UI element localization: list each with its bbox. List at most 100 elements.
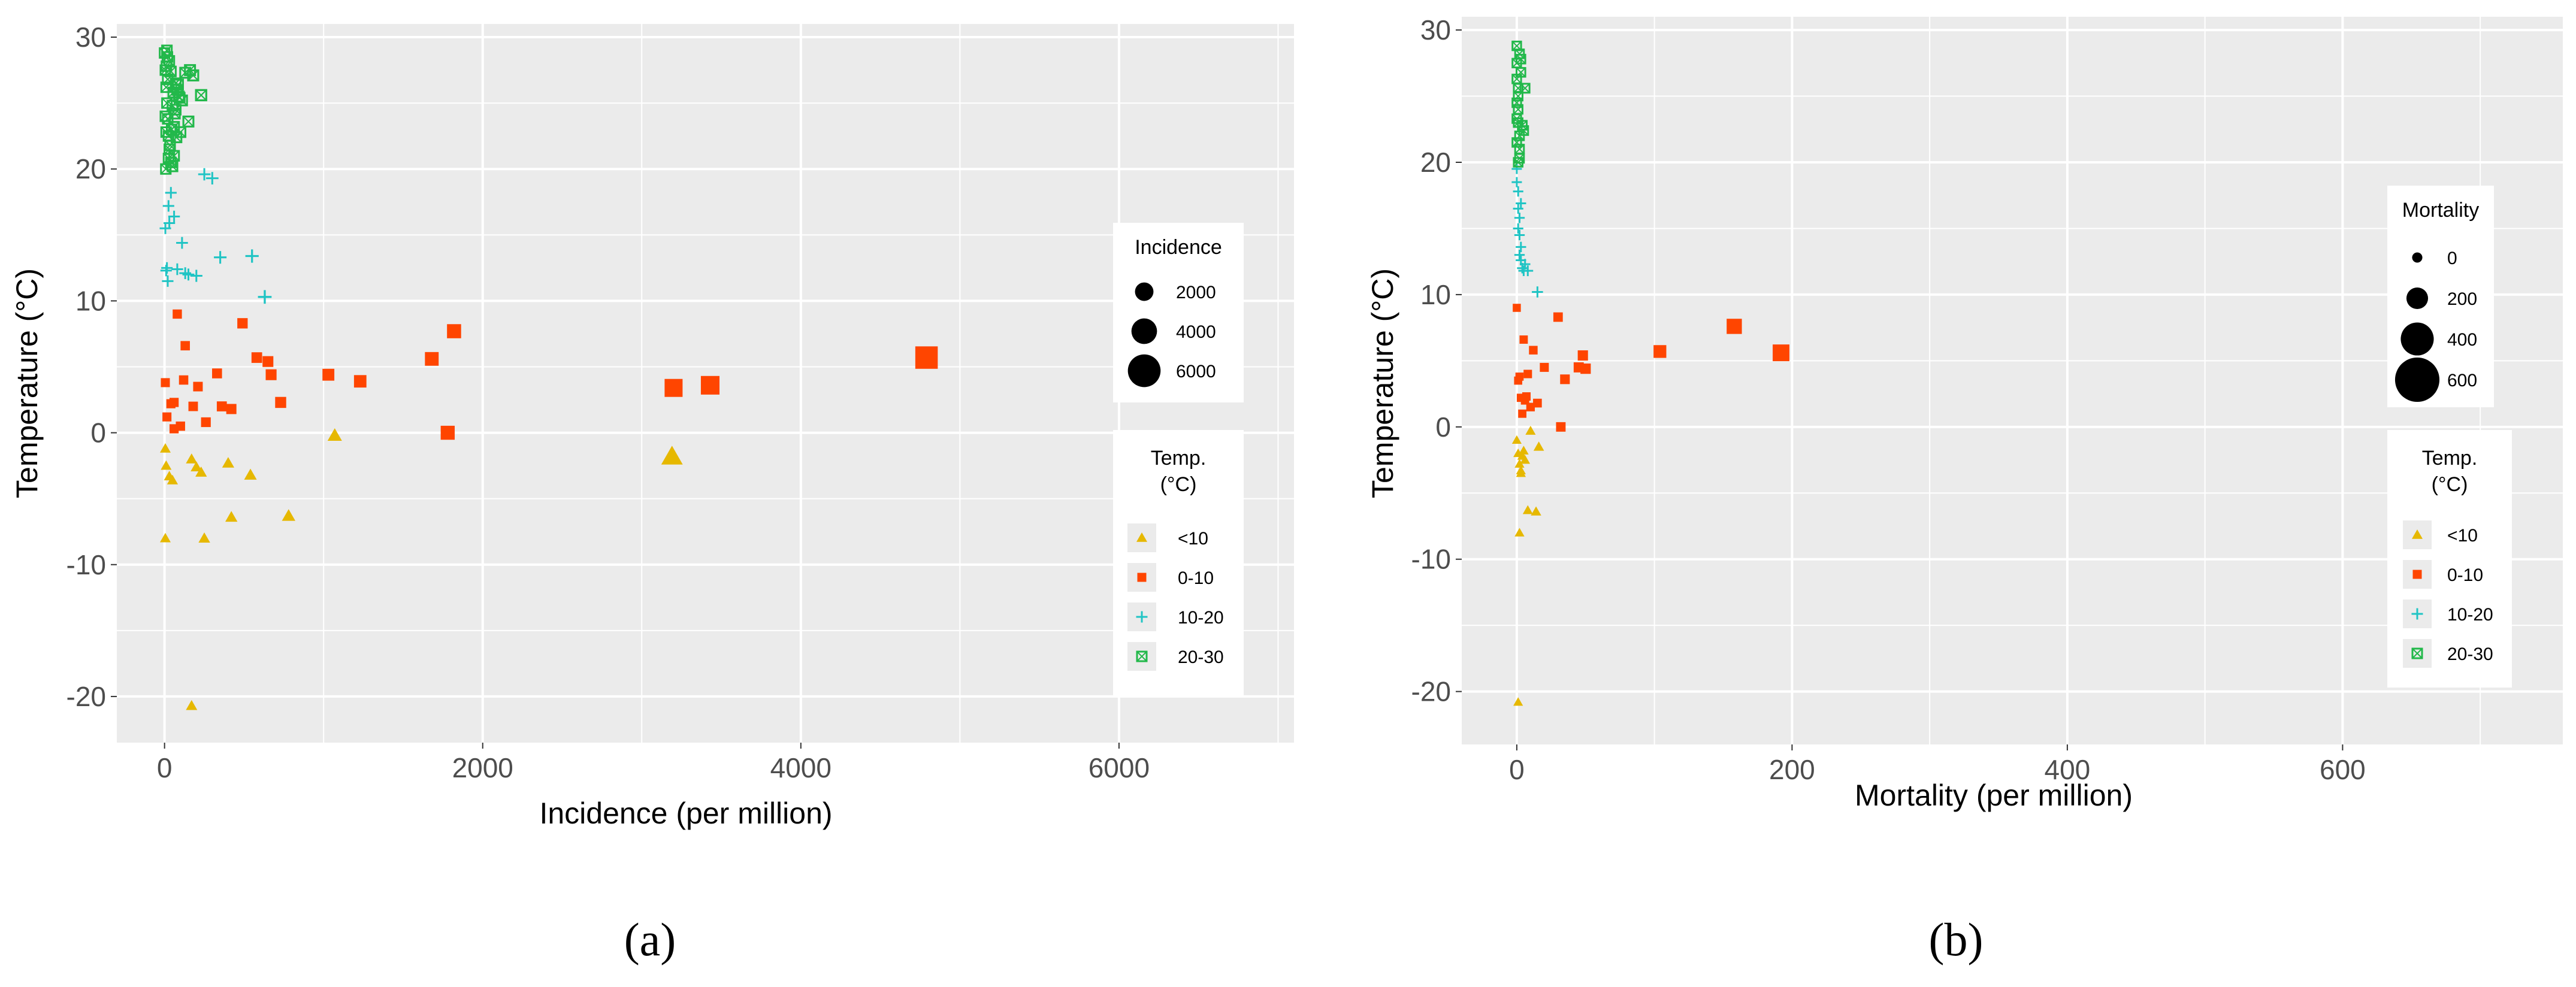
data-point xyxy=(172,78,184,91)
data-point xyxy=(216,401,227,411)
size-legend-dot xyxy=(2400,322,2434,356)
data-point xyxy=(180,341,190,351)
data-point xyxy=(169,398,179,407)
data-point xyxy=(1513,157,1523,168)
color-legend-key xyxy=(2411,608,2423,620)
data-point xyxy=(160,163,172,175)
data-point xyxy=(162,275,174,287)
data-point xyxy=(162,153,174,165)
panel-b-plot-area xyxy=(1462,17,2563,744)
data-point xyxy=(1518,409,1526,418)
data-point xyxy=(1511,137,1522,148)
color-legend-label: 10-20 xyxy=(1178,608,1224,628)
data-point xyxy=(182,268,195,281)
color-legend-subtitle: (°C) xyxy=(1160,473,1197,496)
data-point xyxy=(1514,249,1525,261)
panel-b-data-points xyxy=(1511,40,1789,706)
data-point xyxy=(1519,259,1531,270)
data-point xyxy=(159,443,171,453)
size-legend-dot xyxy=(1135,282,1154,301)
data-point xyxy=(161,262,173,274)
data-point xyxy=(1516,198,1526,209)
size-legend-dot xyxy=(1127,354,1161,387)
size-legend-label: 0 xyxy=(2447,249,2457,268)
color-legend-label: 20-30 xyxy=(2447,644,2493,664)
panel-a-data-points xyxy=(159,44,938,710)
data-point xyxy=(275,396,286,408)
data-point xyxy=(1727,319,1742,334)
color-legend-label: 10-20 xyxy=(2447,605,2493,625)
color-legend-label: 0-10 xyxy=(2447,565,2483,585)
x-tick-label: 4000 xyxy=(770,752,832,783)
data-point xyxy=(244,468,257,480)
data-point xyxy=(1518,125,1529,136)
data-point xyxy=(1556,422,1566,432)
y-tick-label: 10 xyxy=(1420,279,1451,310)
data-point xyxy=(169,108,181,120)
panel-b-size-legend: Mortality 0 200 400 600 xyxy=(2387,186,2494,407)
data-point xyxy=(214,251,227,264)
data-point xyxy=(1511,164,1522,174)
data-point xyxy=(198,532,210,543)
data-point xyxy=(165,187,177,199)
data-point xyxy=(1540,362,1549,372)
data-point xyxy=(201,417,211,428)
data-point xyxy=(1514,229,1525,241)
color-legend-key xyxy=(1136,611,1148,623)
data-point xyxy=(1773,344,1789,362)
data-point xyxy=(193,382,203,392)
size-legend-label: 600 xyxy=(2447,371,2477,390)
data-point xyxy=(700,376,720,395)
data-point xyxy=(425,352,439,366)
panel-a-tick-labels: -20 -10 0 10 20 30 0 2000 4000 6000 xyxy=(66,22,1150,783)
y-tick-label: 30 xyxy=(1420,14,1451,46)
data-point xyxy=(1653,345,1667,358)
data-point xyxy=(176,421,185,431)
data-point xyxy=(1516,241,1526,253)
size-legend-label: 200 xyxy=(2447,289,2477,309)
data-point xyxy=(168,210,180,223)
data-point xyxy=(226,404,237,414)
panel-a-color-legend: Temp. (°C) <10 0-10 10-20 20-30 xyxy=(1113,430,1244,696)
x-tick-label: 0 xyxy=(157,752,173,783)
y-tick-label: -10 xyxy=(1411,544,1451,575)
size-legend-label: 400 xyxy=(2447,330,2477,350)
color-legend-title: Temp. xyxy=(2422,447,2478,470)
data-point xyxy=(179,375,189,385)
data-point xyxy=(186,700,198,710)
data-point xyxy=(1526,402,1535,411)
x-tick-label: 2000 xyxy=(452,752,513,783)
data-point xyxy=(1533,398,1542,408)
panel-b-color-legend: Temp. (°C) <10 0-10 10-20 20-30 xyxy=(2387,430,2512,688)
panel-a-y-axis-title: Temperature (°C) xyxy=(10,268,44,498)
data-point xyxy=(915,346,938,369)
data-point xyxy=(1516,468,1526,477)
size-legend-dot xyxy=(2394,357,2440,402)
x-tick-label: 400 xyxy=(2045,754,2091,785)
x-tick-label: 0 xyxy=(1509,754,1525,785)
data-point xyxy=(245,249,259,263)
data-point xyxy=(661,446,683,465)
data-point xyxy=(1514,213,1525,223)
data-point xyxy=(159,532,171,543)
y-tick-label: 30 xyxy=(75,22,106,53)
data-point xyxy=(1525,425,1536,435)
color-legend-key xyxy=(1136,650,1148,662)
data-point xyxy=(173,309,182,319)
data-point xyxy=(1553,312,1563,322)
data-point xyxy=(190,270,202,282)
color-legend-key xyxy=(1137,573,1147,582)
data-point xyxy=(1513,186,1523,197)
data-point xyxy=(322,368,335,381)
data-point xyxy=(1531,506,1541,516)
panel-b-label: (b) xyxy=(1929,913,1984,965)
data-point xyxy=(440,425,455,440)
size-legend-dot xyxy=(1131,318,1157,344)
data-point xyxy=(1520,455,1531,464)
data-point xyxy=(205,172,219,185)
data-point xyxy=(188,401,198,411)
data-point xyxy=(212,368,222,379)
data-point xyxy=(1522,265,1534,277)
data-point xyxy=(162,200,174,212)
